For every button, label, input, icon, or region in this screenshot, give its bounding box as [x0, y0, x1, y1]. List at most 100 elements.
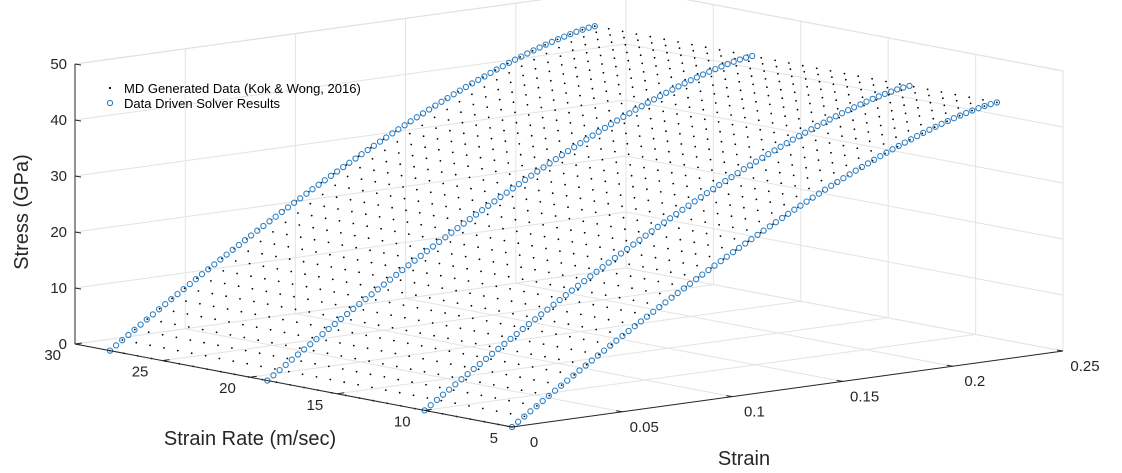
solver-result-point [515, 180, 523, 188]
md-data-point [612, 49, 614, 51]
md-data-point [445, 324, 448, 327]
md-data-point [556, 38, 559, 41]
solver-result-point [503, 189, 510, 196]
md-data-point [629, 164, 632, 166]
md-data-point [609, 34, 611, 36]
md-data-point [743, 206, 745, 209]
md-data-point [588, 267, 590, 270]
md-data-point [337, 329, 340, 331]
solver-result-point [401, 122, 408, 129]
md-data-point [756, 209, 759, 212]
md-data-point [248, 262, 251, 265]
md-data-point [279, 293, 282, 295]
md-data-point [426, 397, 429, 399]
solver-result-point [462, 83, 470, 91]
solver-result-point [567, 30, 574, 38]
md-data-point [404, 316, 406, 319]
md-data-point [425, 383, 427, 386]
solver-result-point [681, 80, 688, 87]
solver-result-point [513, 330, 520, 338]
solver-result-point [834, 178, 841, 186]
md-data-point [768, 103, 771, 106]
md-data-point [857, 75, 860, 78]
md-data-point [733, 237, 736, 240]
md-data-point [929, 101, 932, 104]
md-data-point [727, 193, 730, 196]
md-data-point [565, 194, 568, 197]
md-data-point [367, 237, 370, 240]
md-data-point [524, 187, 526, 189]
md-data-point [315, 251, 317, 253]
md-data-point [523, 84, 526, 86]
md-data-point [494, 397, 497, 399]
md-data-point [534, 67, 537, 70]
solver-result-point [913, 132, 921, 140]
md-data-point [811, 120, 814, 123]
md-data-point [667, 247, 669, 250]
md-data-point [782, 106, 785, 108]
md-data-point [492, 384, 495, 386]
solver-result-point [427, 402, 434, 409]
solver-result-point [576, 367, 583, 374]
md-data-point [534, 391, 537, 394]
solver-result-point [944, 117, 951, 125]
md-data-point [573, 374, 576, 376]
md-data-point [617, 284, 620, 287]
md-data-point [341, 368, 344, 370]
md-data-point [530, 353, 532, 356]
md-data-point [525, 94, 527, 96]
solver-result-point [716, 181, 723, 189]
md-data-point [669, 67, 671, 70]
md-data-point [505, 151, 508, 153]
md-data-point [456, 302, 459, 304]
solver-result-point [574, 282, 582, 289]
md-data-point [540, 212, 543, 215]
md-data-point [642, 71, 645, 73]
solver-result-point [551, 387, 559, 394]
md-data-point [308, 311, 311, 313]
md-data-point [794, 185, 796, 187]
md-data-point [412, 269, 414, 272]
md-data-point [895, 136, 897, 139]
md-data-point [699, 90, 702, 93]
solver-result-point [875, 93, 882, 100]
md-data-point [644, 177, 647, 180]
md-data-point [549, 283, 552, 286]
md-data-point [702, 210, 705, 212]
solver-result-point [544, 306, 551, 313]
md-data-point [550, 295, 553, 298]
md-data-point [611, 237, 614, 240]
md-data-point [269, 328, 272, 331]
md-data-point [380, 350, 383, 352]
md-data-point [451, 376, 454, 378]
solver-result-point [319, 330, 326, 338]
solver-result-point [724, 60, 731, 68]
md-data-point [701, 99, 703, 102]
solver-result-point [413, 114, 420, 121]
solver-result-point [452, 381, 459, 388]
md-data-point [646, 302, 649, 304]
md-data-point [316, 263, 319, 266]
md-data-point [533, 379, 535, 381]
md-data-point [555, 119, 558, 122]
md-data-point [234, 260, 237, 262]
x-tick [836, 379, 843, 382]
md-data-point [301, 373, 304, 376]
solver-result-point [920, 129, 927, 137]
md-data-point [480, 394, 483, 397]
md-data-point [307, 298, 309, 301]
md-data-point [372, 274, 374, 276]
md-data-point [344, 268, 347, 271]
solver-result-point [229, 246, 236, 253]
md-data-point [416, 306, 419, 309]
solver-result-point [993, 99, 1001, 106]
z-tick-label: 30 [50, 168, 67, 185]
solver-result-point [407, 118, 414, 125]
md-data-point [462, 132, 465, 135]
solver-result-point [742, 54, 750, 61]
md-data-point [436, 138, 439, 140]
md-data-point [568, 111, 570, 114]
md-data-point [606, 306, 609, 309]
md-data-point [647, 199, 650, 202]
md-data-point [257, 339, 260, 342]
